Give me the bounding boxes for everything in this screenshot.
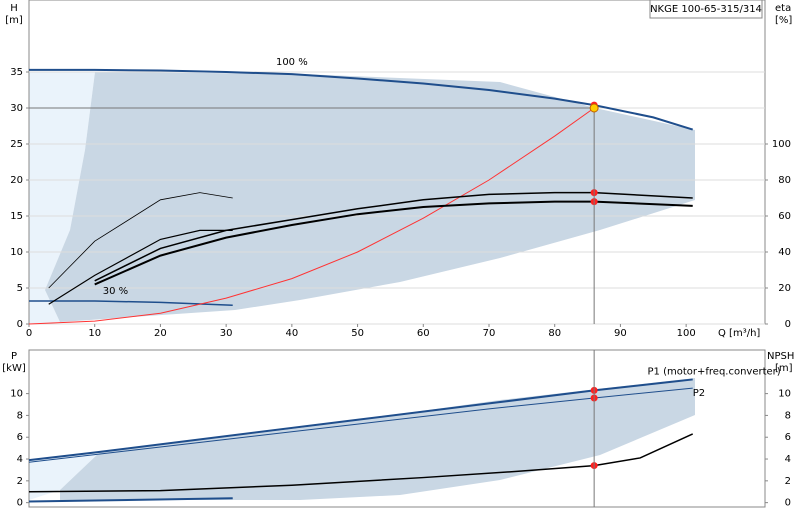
y-axis-unit: [kW]: [2, 363, 26, 374]
curve: [94, 200, 693, 286]
y-tick-label: 35: [10, 67, 23, 78]
y-tick-label: 2: [17, 476, 23, 487]
y2-tick-label: 60: [778, 211, 791, 222]
curve: [29, 300, 233, 307]
y2-axis-label: NPSH: [767, 351, 794, 362]
x-axis-label: Q [m³/h]: [718, 328, 760, 339]
y-tick-label: 8: [17, 410, 23, 421]
curve: [28, 107, 595, 325]
y-tick-label: 4: [17, 454, 23, 465]
power-range: [60, 378, 695, 500]
x-tick-label: 0: [26, 328, 32, 339]
x-tick-label: 60: [417, 328, 430, 339]
x-tick-label: 40: [285, 328, 298, 339]
x-tick-label: 70: [483, 328, 496, 339]
y2-tick-label: 100: [772, 139, 791, 150]
curve: [48, 192, 233, 289]
light-range-p: [29, 452, 100, 500]
y2-tick-label: 6: [785, 432, 791, 443]
y2-tick-label: 4: [785, 454, 791, 465]
curve: [94, 191, 693, 282]
y2-tick-label: 0: [785, 319, 791, 330]
curve: [29, 68, 694, 131]
y2-axis-unit: [%]: [775, 15, 792, 26]
y-axis-label: H: [10, 3, 18, 14]
y2-tick-label: 80: [778, 175, 791, 186]
y2-tick-label: 20: [778, 283, 791, 294]
y2-tick-label: 10: [778, 389, 791, 400]
y-tick-label: 0: [17, 498, 23, 509]
x-tick-label: 30: [220, 328, 233, 339]
y-tick-label: 20: [10, 175, 23, 186]
curve-label: 30 %: [103, 286, 128, 297]
operating-range: [45, 72, 695, 322]
y-tick-label: 30: [10, 103, 23, 114]
x-tick-label: 80: [548, 328, 561, 339]
y-tick-label: 10: [10, 389, 23, 400]
curve: [28, 497, 233, 503]
y-tick-label: 5: [17, 283, 23, 294]
curve: [28, 433, 694, 493]
light-range: [29, 72, 95, 324]
y2-tick-label: 2: [785, 476, 791, 487]
bottom-plot-frame: [28, 349, 766, 508]
y2-tick-label: 0: [785, 498, 791, 509]
title-box: [649, 0, 763, 19]
curve-label: 100 %: [276, 57, 308, 68]
y2-axis-unit: [m]: [775, 363, 793, 374]
y2-tick-label: 8: [785, 410, 791, 421]
y-tick-label: 10: [10, 247, 23, 258]
x-tick-label: 10: [88, 328, 101, 339]
x-tick-label: 90: [614, 328, 627, 339]
duty-point: [589, 103, 599, 113]
y-tick-label: 6: [17, 432, 23, 443]
x-tick-label: 20: [154, 328, 167, 339]
y-tick-label: 0: [17, 319, 23, 330]
curve: [48, 229, 233, 305]
y-tick-label: 25: [10, 139, 23, 150]
x-tick-label: 50: [351, 328, 364, 339]
x-tick-label: 100: [677, 328, 696, 339]
curve-label: P1 (motor+freq.converter): [648, 366, 781, 377]
y-axis-unit: [m]: [5, 15, 23, 26]
curve-label: P2: [693, 388, 705, 399]
y2-tick-label: 40: [778, 247, 791, 258]
y2-axis-label: eta: [775, 3, 791, 14]
chart-title: NKGE 100-65-315/314: [650, 4, 762, 15]
y-axis-label: P: [11, 351, 17, 362]
y-tick-label: 15: [10, 211, 23, 222]
